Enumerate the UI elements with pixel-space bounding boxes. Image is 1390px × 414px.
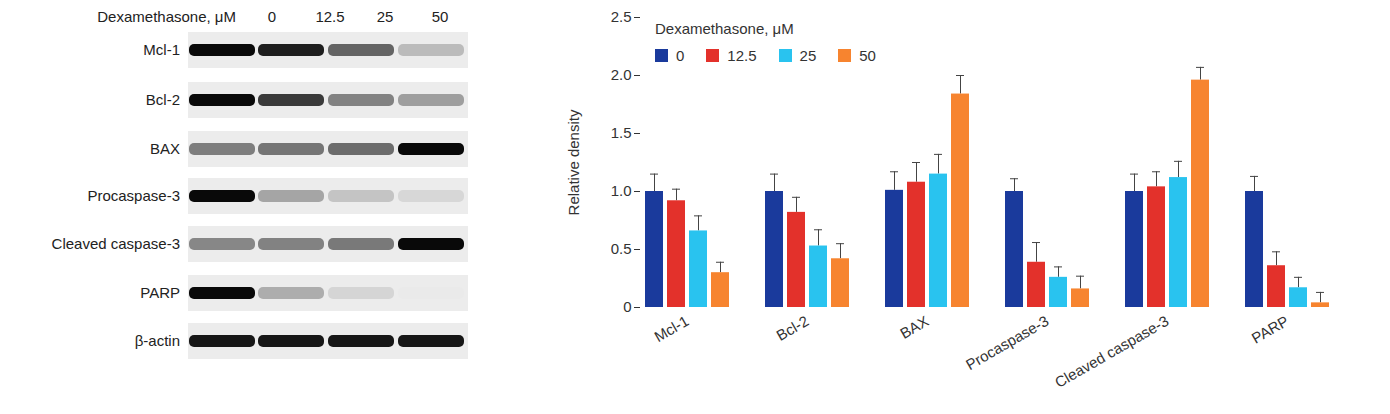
svg-text:Dexamethasone, μM: Dexamethasone, μM <box>97 8 236 25</box>
svg-text:1.0: 1.0 <box>611 182 632 199</box>
svg-text:BAX: BAX <box>150 140 180 157</box>
svg-text:Mcl-1: Mcl-1 <box>651 312 691 345</box>
svg-text:Procaspase-3: Procaspase-3 <box>87 187 180 204</box>
svg-text:Cleaved caspase-3: Cleaved caspase-3 <box>1052 312 1172 391</box>
svg-text:12.5: 12.5 <box>315 8 344 25</box>
svg-text:Procaspase-3: Procaspase-3 <box>963 312 1052 373</box>
html-text:Dexamethasone, μM: Dexamethasone, μM <box>655 20 794 37</box>
svg-text:Bcl-2: Bcl-2 <box>146 91 180 108</box>
svg-text:PARP: PARP <box>1248 312 1291 347</box>
svg-text:β-actin: β-actin <box>135 332 180 349</box>
svg-text:25: 25 <box>377 8 394 25</box>
svg-text:0: 0 <box>623 298 631 315</box>
html-text:25: 25 <box>799 47 817 64</box>
svg-text:PARP: PARP <box>140 284 180 301</box>
svg-text:BAX: BAX <box>897 312 931 342</box>
svg-text:2.0: 2.0 <box>611 66 632 83</box>
svg-text:Relative density: Relative density <box>565 109 582 215</box>
svg-text:50: 50 <box>432 8 449 25</box>
svg-text:0: 0 <box>268 8 276 25</box>
svg-text:0.5: 0.5 <box>611 240 632 257</box>
svg-text:1.5: 1.5 <box>611 124 632 141</box>
svg-text:2.5: 2.5 <box>611 8 632 25</box>
html-text:50: 50 <box>859 47 876 64</box>
svg-text:Mcl-1: Mcl-1 <box>143 41 180 58</box>
svg-text:Bcl-2: Bcl-2 <box>773 312 811 344</box>
html-text:0: 0 <box>676 47 685 64</box>
html-text:12.5: 12.5 <box>727 47 757 64</box>
svg-text:Cleaved caspase-3: Cleaved caspase-3 <box>52 235 180 252</box>
